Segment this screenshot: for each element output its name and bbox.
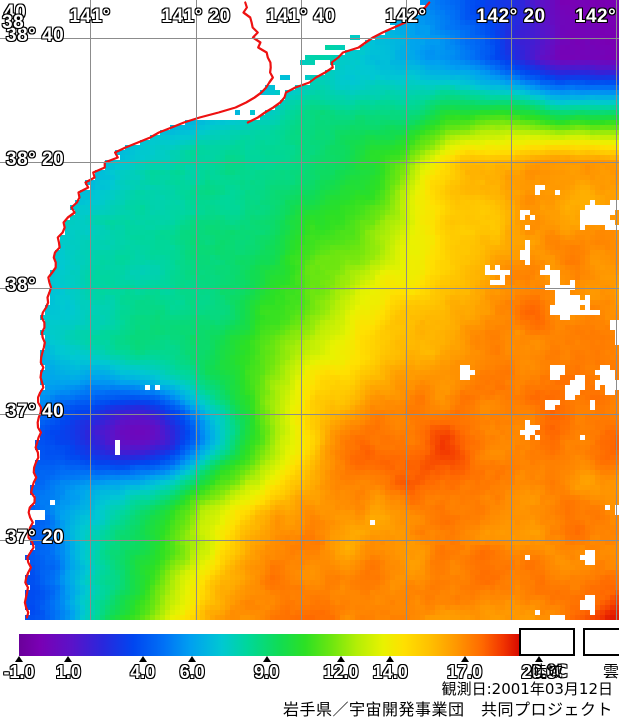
colorbar-tick-4	[262, 656, 271, 662]
colorbar-tick-label-5: 12.0	[323, 662, 359, 682]
sst-raster-image	[0, 0, 619, 620]
legend-panel: -1.0 1.0 4.0 6.0 9.0 12.0 14.0 17.0 20.0 ℃ 陸域 雲 …	[0, 620, 619, 725]
colorbar-tick-5	[336, 656, 345, 662]
colorbar-tick-2	[138, 656, 147, 662]
colorbar-tick-label-3: 6.0	[179, 662, 205, 682]
observation-date-text: 観測日:2001年03月12日	[441, 680, 613, 698]
colorbar-tick-label-1: 1.0	[55, 662, 81, 682]
cloud-color-box	[583, 628, 619, 656]
legend-land-swatch: 陸域	[519, 628, 575, 682]
colorbar-tick-label-0: -1.0	[3, 662, 35, 682]
colorbar-tick-6	[386, 656, 395, 662]
temperature-colorbar	[19, 634, 539, 656]
colorbar-tick-3	[188, 656, 197, 662]
colorbar-tick-1	[64, 656, 73, 662]
colorbar-tick-label-6: 14.0	[372, 662, 408, 682]
colorbar-unit-label: ℃	[547, 662, 568, 681]
land-color-box	[519, 628, 575, 656]
colorbar-tick-label-8: 20.0	[521, 662, 557, 682]
colorbar-tick-label-2: 4.0	[130, 662, 156, 682]
colorbar-tick-7	[460, 656, 469, 662]
project-credit-text: 岩手県／宇宙開発事業団 共同プロジェクト	[282, 700, 613, 719]
legend-cloud-swatch: 雲	[583, 628, 619, 682]
colorbar-tick-8	[535, 656, 543, 662]
colorbar-tick-label-4: 9.0	[254, 662, 280, 682]
colorbar-tick-0	[15, 656, 23, 662]
credits-block: 観測日:2001年03月12日 岩手県／宇宙開発事業団 共同プロジェクト	[283, 679, 613, 721]
cloud-swatch-label: 雲	[602, 662, 619, 681]
colorbar-tick-label-7: 17.0	[447, 662, 483, 682]
land-swatch-label: 陸域	[530, 662, 563, 681]
